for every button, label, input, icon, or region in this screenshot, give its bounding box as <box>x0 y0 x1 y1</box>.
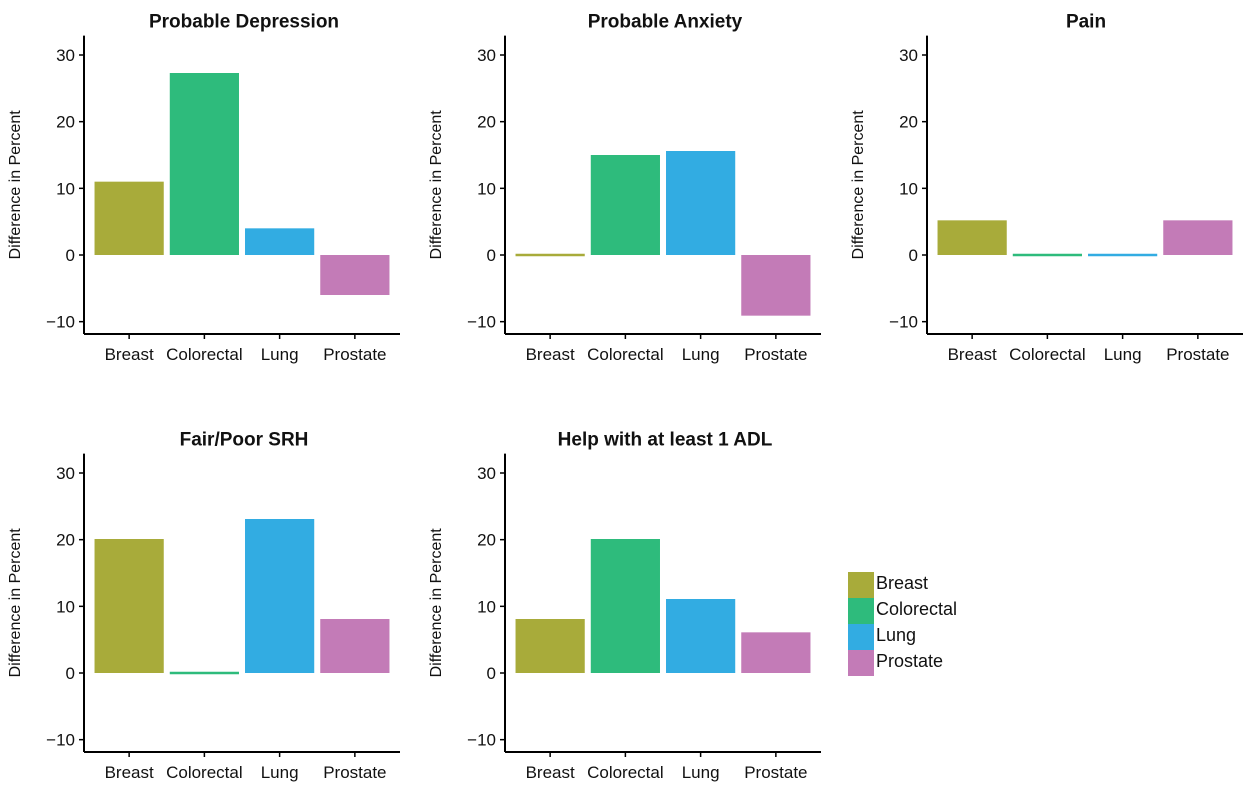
bar-prostate <box>1163 220 1233 255</box>
y-tick-label: 30 <box>56 464 75 483</box>
y-tick-label: −10 <box>889 313 918 332</box>
panel-fair-poor-srh: Fair/Poor SRH Difference in Percent −10 0 10… <box>7 430 400 782</box>
bar-prostate <box>741 632 811 673</box>
legend-item-breast: Breast <box>848 572 998 598</box>
panel-help-with-at-least-1-adl: Help with at least 1 ADL Difference in Pe… <box>428 430 821 782</box>
legend-swatch-lung <box>848 624 874 650</box>
panel-title: Probable Anxiety <box>588 12 743 33</box>
x-tick-label: Breast <box>105 763 154 782</box>
legend-item-lung: Lung <box>848 624 998 650</box>
bar-breast <box>94 539 164 673</box>
legend-label-prostate: Prostate <box>876 651 944 671</box>
bar-colorectal <box>590 539 660 673</box>
bar-lung <box>666 151 736 255</box>
bar-breast <box>94 181 164 255</box>
y-tick-label: 20 <box>477 113 496 132</box>
y-tick-label: 30 <box>477 46 496 65</box>
legend-label-colorectal: Colorectal <box>876 599 958 619</box>
bar-colorectal <box>169 671 239 675</box>
x-tick-label: Colorectal <box>1009 345 1086 364</box>
x-tick-label: Lung <box>1104 345 1142 364</box>
chart-legend: Breast Colorectal Lung Prostate <box>848 572 998 676</box>
x-tick-label: Colorectal <box>587 763 664 782</box>
legend-swatch-colorectal <box>848 598 874 624</box>
y-tick-label: 0 <box>909 246 918 265</box>
y-axis-label: Difference in Percent <box>428 528 445 678</box>
bar-lung <box>245 519 315 673</box>
bar-colorectal <box>169 73 239 255</box>
y-tick-label: 0 <box>487 246 496 265</box>
x-tick-label: Breast <box>948 345 997 364</box>
y-tick-label: 0 <box>487 664 496 683</box>
panel-probable-depression: Probable Depression Difference in Percent… <box>7 12 400 364</box>
x-tick-label: Breast <box>526 345 575 364</box>
bar-breast <box>937 220 1007 255</box>
bar-prostate <box>320 619 390 673</box>
y-tick-label: −10 <box>467 731 496 750</box>
y-axis-label: Difference in Percent <box>7 528 24 678</box>
y-axis-label: Difference in Percent <box>7 110 24 260</box>
y-axis-label: Difference in Percent <box>850 110 867 260</box>
x-tick-label: Breast <box>105 345 154 364</box>
x-tick-label: Colorectal <box>166 763 243 782</box>
x-tick-label: Lung <box>682 345 720 364</box>
x-tick-label: Colorectal <box>587 345 664 364</box>
y-tick-label: 30 <box>899 46 918 65</box>
bar-breast <box>515 619 585 673</box>
y-tick-label: 10 <box>899 179 918 198</box>
x-tick-label: Prostate <box>744 345 807 364</box>
bar-colorectal <box>1012 253 1082 257</box>
legend-swatch-prostate <box>848 650 874 676</box>
y-tick-label: 20 <box>899 113 918 132</box>
bar-prostate <box>741 255 811 316</box>
bar-lung <box>666 599 736 673</box>
legend-label-lung: Lung <box>876 625 917 645</box>
x-tick-label: Lung <box>682 763 720 782</box>
x-tick-label: Prostate <box>323 763 386 782</box>
y-tick-label: 10 <box>56 597 75 616</box>
y-tick-label: 20 <box>56 531 75 550</box>
panel-title: Pain <box>1066 12 1106 33</box>
bar-lung <box>245 228 315 255</box>
y-tick-label: −10 <box>46 313 75 332</box>
legend-label-breast: Breast <box>876 573 929 593</box>
panel-title: Help with at least 1 ADL <box>558 430 773 451</box>
bar-prostate <box>320 255 390 295</box>
y-tick-label: 30 <box>477 464 496 483</box>
x-tick-label: Lung <box>261 345 299 364</box>
panel-probable-anxiety: Probable Anxiety Difference in Percent −10… <box>428 12 821 364</box>
y-tick-label: 10 <box>56 179 75 198</box>
x-tick-label: Prostate <box>1166 345 1229 364</box>
legend-item-prostate: Prostate <box>848 650 998 676</box>
legend-swatch-breast <box>848 572 874 598</box>
bar-colorectal <box>590 155 660 255</box>
y-tick-label: −10 <box>467 313 496 332</box>
panel-title: Probable Depression <box>149 12 339 33</box>
x-tick-label: Prostate <box>323 345 386 364</box>
y-tick-label: 10 <box>477 179 496 198</box>
panel-pain: Pain Difference in Percent −10 0 10 20 30 Breas… <box>850 12 1243 364</box>
y-tick-label: 10 <box>477 597 496 616</box>
x-tick-label: Prostate <box>744 763 807 782</box>
y-tick-label: −10 <box>46 731 75 750</box>
bar-breast <box>515 253 585 257</box>
y-axis-label: Difference in Percent <box>428 110 445 260</box>
x-tick-label: Colorectal <box>166 345 243 364</box>
y-tick-label: 0 <box>66 246 75 265</box>
y-tick-label: 20 <box>477 531 496 550</box>
y-tick-label: 30 <box>56 46 75 65</box>
x-tick-label: Lung <box>261 763 299 782</box>
panel-title: Fair/Poor SRH <box>180 430 309 451</box>
legend-item-colorectal: Colorectal <box>848 598 998 624</box>
bar-lung <box>1088 253 1158 257</box>
y-tick-label: 0 <box>66 664 75 683</box>
y-tick-label: 20 <box>56 113 75 132</box>
x-tick-label: Breast <box>526 763 575 782</box>
